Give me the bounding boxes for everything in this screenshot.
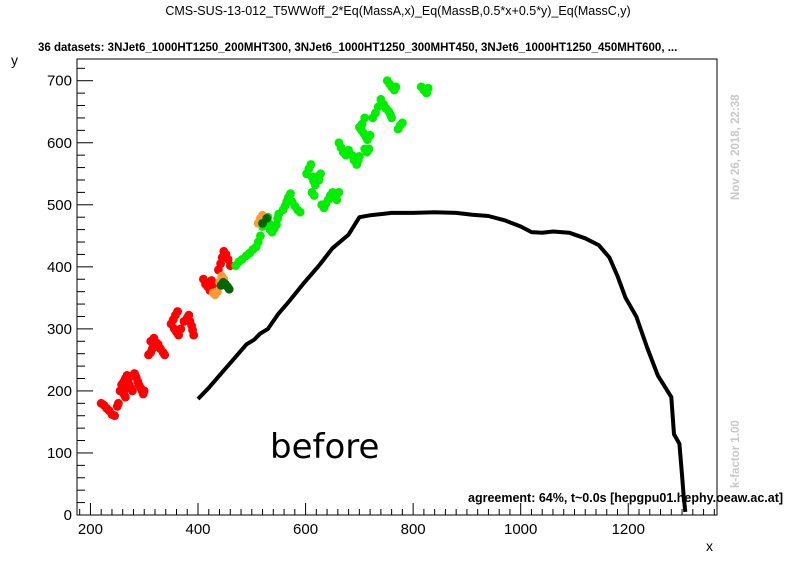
- data-point: [121, 392, 130, 402]
- chart-subtitle: 36 datasets: 3NJet6_1000HT1250_200MHT300…: [38, 42, 678, 54]
- data-point: [114, 398, 123, 408]
- y-tick-label: 500: [47, 197, 72, 214]
- data-point: [355, 152, 364, 161]
- data-point: [139, 386, 149, 396]
- data-point: [423, 83, 433, 93]
- data-point: [398, 118, 407, 128]
- x-tick-label: 800: [401, 521, 426, 538]
- data-point: [149, 333, 159, 343]
- data-point: [365, 130, 375, 140]
- data-point: [176, 324, 186, 334]
- axes: 200 400 600 800 1000 1200 0 100 200 300 400 500 600 7…: [47, 67, 715, 538]
- kfactor-label: k-factor 1.00: [730, 420, 742, 488]
- agreement-label: agreement: 64%, t~0.0s [hepgpu01.hephy.o…: [468, 491, 784, 505]
- x-axis-label: x: [706, 538, 713, 554]
- y-tick-label: 0: [64, 507, 72, 524]
- data-point: [189, 330, 199, 340]
- data-point: [355, 122, 364, 132]
- data-point: [364, 144, 374, 154]
- y-tick-label: 200: [47, 383, 72, 400]
- data-point: [262, 214, 272, 223]
- data-point: [387, 113, 396, 123]
- data-point: [332, 195, 342, 205]
- data-point: [286, 189, 295, 199]
- data-point: [256, 231, 265, 241]
- exclusion-line: [196, 210, 688, 513]
- data-point: [309, 191, 319, 200]
- x-tick-label: 400: [185, 521, 210, 538]
- x-tick-label: 200: [78, 521, 103, 538]
- data-point: [334, 188, 344, 197]
- x-tick-label: 1000: [504, 521, 537, 538]
- data-point: [306, 160, 316, 169]
- y-tick-label: 600: [47, 135, 72, 152]
- x-tick-label: 1200: [612, 521, 645, 538]
- y-tick-label: 400: [47, 259, 72, 276]
- data-point: [295, 207, 305, 217]
- y-tick-label: 100: [47, 445, 72, 462]
- x-tick-label: 600: [293, 521, 318, 538]
- data-point: [391, 82, 401, 92]
- plot-frame: [76, 58, 718, 516]
- data-point: [224, 284, 234, 294]
- timestamp-label: Nov 26, 2018, 22:38: [730, 94, 742, 201]
- plot-marks: [96, 76, 688, 513]
- y-tick-label: 700: [47, 73, 72, 90]
- data-point: [160, 350, 170, 360]
- y-axis-label: y: [11, 52, 18, 68]
- chart-title: CMS-SUS-13-012_T5WWoff_2*Eq(MassA,x)_Eq(…: [165, 4, 631, 18]
- data-point: [316, 169, 325, 179]
- data-point: [122, 383, 132, 393]
- data-point: [110, 411, 119, 421]
- y-tick-label: 300: [47, 321, 72, 338]
- before-annotation: before: [270, 427, 380, 467]
- data-point: [173, 307, 183, 316]
